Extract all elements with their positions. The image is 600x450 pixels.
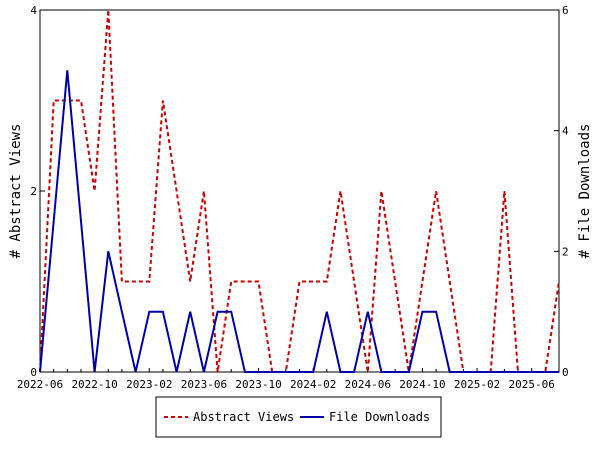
x-tick-label: 2023-02 [126,378,172,391]
series-line-file-downloads [39,70,559,373]
x-tick-label: 2023-10 [235,378,281,391]
legend-label-file-downloads: File Downloads [329,410,430,424]
right-y-tick-label: 6 [562,4,569,17]
right-axis-title: # File Downloads [577,124,593,259]
x-tick-label: 2023-06 [181,378,227,391]
right-y-tick-label: 0 [562,366,569,379]
x-tick-label: 2024-10 [399,378,445,391]
x-axis: 2022-06 2022-10 2023-02 2023-06 2023-10 2024-… [17,368,560,391]
right-y-tick-label: 4 [562,125,569,138]
legend: Abstract Views File Downloads [155,396,442,438]
x-tick-label: 2025-02 [454,378,500,391]
left-y-tick-label: 4 [30,4,37,17]
series-layer [39,9,560,373]
x-tick-label: 2024-02 [290,378,336,391]
plot-area [39,9,560,373]
left-y-tick-label: 2 [30,185,37,198]
left-y-axis: 0 2 4 [30,4,45,379]
x-tick-label: 2022-06 [17,378,63,391]
x-tick-label: 2024-06 [345,378,391,391]
legend-box [155,396,442,438]
legend-label-abstract-views: Abstract Views [193,410,294,424]
right-y-tick-label: 2 [562,245,569,258]
x-tick-label: 2022-10 [71,378,117,391]
left-y-tick-label: 0 [30,366,37,379]
left-axis-title: # Abstract Views [8,124,24,259]
x-tick-label: 2025-06 [509,378,555,391]
